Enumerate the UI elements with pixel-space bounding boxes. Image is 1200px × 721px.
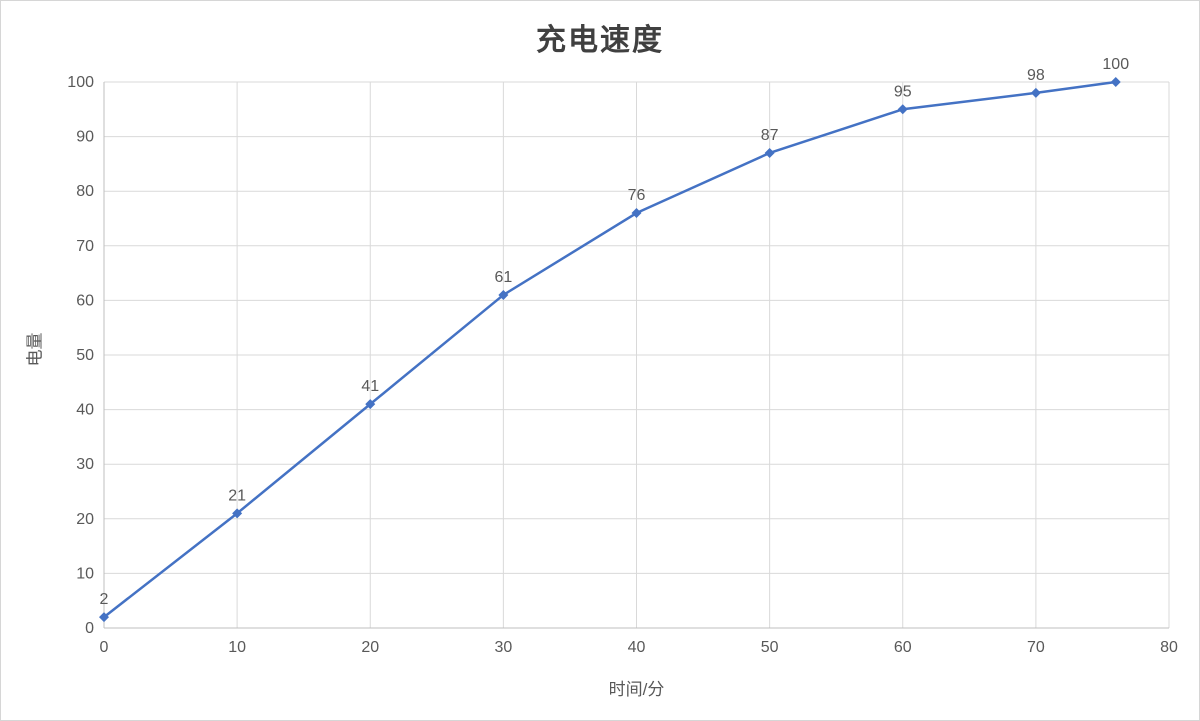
data-point-label: 98 bbox=[1027, 67, 1045, 84]
data-point-marker bbox=[764, 147, 775, 158]
y-tick-label: 90 bbox=[76, 129, 94, 146]
y-tick-label: 80 bbox=[76, 183, 94, 200]
y-tick-label: 60 bbox=[76, 292, 94, 309]
data-point-label: 100 bbox=[1102, 56, 1129, 73]
data-point-label: 61 bbox=[494, 269, 512, 286]
data-point-label: 76 bbox=[628, 187, 646, 204]
data-point-label: 41 bbox=[361, 378, 379, 395]
y-tick-label: 0 bbox=[85, 620, 94, 637]
y-tick-label: 10 bbox=[76, 565, 94, 582]
data-point-marker bbox=[498, 289, 509, 300]
y-tick-label: 50 bbox=[76, 347, 94, 364]
x-tick-label: 30 bbox=[494, 639, 512, 656]
y-tick-label: 40 bbox=[76, 402, 94, 419]
x-tick-label: 50 bbox=[761, 639, 779, 656]
x-tick-label: 20 bbox=[361, 639, 379, 656]
x-tick-label: 40 bbox=[628, 639, 646, 656]
chart-title: 充电速度 bbox=[536, 24, 664, 57]
series-line bbox=[102, 80, 1117, 619]
data-point-label: 95 bbox=[894, 83, 912, 100]
data-point-marker bbox=[1110, 77, 1121, 87]
data-point-label: 2 bbox=[100, 591, 109, 608]
x-axis-title: 时间/分 bbox=[608, 680, 665, 699]
data-point-marker bbox=[897, 104, 908, 115]
data-point-label: 21 bbox=[228, 487, 246, 504]
x-tick-label: 70 bbox=[1027, 639, 1045, 656]
data-point-marker bbox=[232, 508, 243, 519]
y-tick-label: 70 bbox=[76, 238, 94, 255]
y-tick-label: 20 bbox=[76, 511, 94, 528]
y-axis-title: 电量 bbox=[25, 332, 45, 367]
data-point-label: 87 bbox=[761, 127, 779, 144]
x-tick-label: 60 bbox=[894, 639, 912, 656]
data-point-marker bbox=[365, 399, 376, 410]
data-point-marker bbox=[99, 612, 109, 623]
x-tick-label: 0 bbox=[100, 639, 109, 656]
data-point-marker bbox=[1030, 87, 1041, 98]
y-tick-label: 100 bbox=[67, 74, 94, 91]
x-tick-label: 80 bbox=[1160, 639, 1178, 656]
y-tick-label: 30 bbox=[76, 456, 94, 473]
data-point-marker bbox=[631, 208, 642, 219]
x-tick-label: 10 bbox=[228, 639, 246, 656]
